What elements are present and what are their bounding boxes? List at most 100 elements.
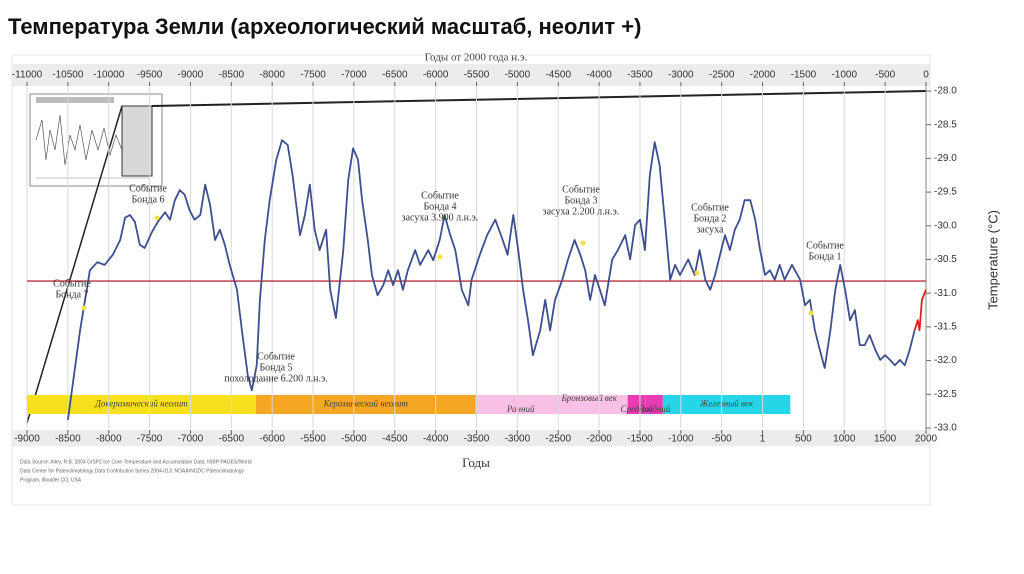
annotation: Событие: [129, 183, 167, 194]
annotation: Бонда 2: [693, 213, 726, 224]
y-tick-label: -29.5: [934, 187, 957, 198]
top-axis-band: [12, 64, 930, 86]
annotation: Событие: [421, 190, 459, 201]
period-bar: [662, 395, 791, 414]
period-bar: [645, 395, 663, 414]
period-bar: [27, 395, 256, 414]
x2-tick-label: 0: [923, 70, 929, 81]
temperature-line: [67, 139, 916, 421]
x2-tick-label: -2500: [709, 70, 735, 81]
x2-tick-label: -500: [875, 70, 895, 81]
inset-line: [35, 114, 123, 166]
y-tick-label: -32.0: [934, 355, 957, 366]
x-tick-label: -6000: [259, 434, 285, 445]
period-label: Докерамический неолит: [94, 399, 188, 409]
y-tick-label: -33.0: [934, 423, 957, 434]
x2-tick-label: -4500: [545, 70, 571, 81]
top-axis-title: Годы от 2000 года н.э.: [425, 52, 528, 64]
x-tick-label: -4000: [423, 434, 449, 445]
period-label: Керамический неолит: [323, 399, 409, 409]
period-label: Ранний: [506, 404, 535, 414]
x-axis-title: Годы: [462, 455, 490, 470]
zoom-connector: [26, 105, 123, 424]
annotation: Событие: [562, 184, 600, 195]
bottom-axis-band: [12, 430, 930, 446]
x2-tick-label: -1000: [831, 70, 857, 81]
x-tick-label: -1500: [627, 434, 653, 445]
x2-tick-label: -8500: [219, 70, 245, 81]
y-tick-label: -28.5: [934, 119, 957, 130]
annotation: похолодание 6.200 л.н.э.: [224, 373, 328, 384]
x-tick-label: 1500: [874, 434, 897, 445]
source-note: Data Source: Alley, R.B. 2004 GISP2 Ice …: [20, 459, 252, 465]
x-tick-label: 500: [795, 434, 812, 445]
x-tick-label: -4500: [382, 434, 408, 445]
period-label: Железный век: [699, 399, 754, 409]
annotation: засуха 2.200 л.н.э.: [543, 206, 620, 217]
x-tick-label: -5000: [341, 434, 367, 445]
y-tick-label: -28.0: [934, 86, 957, 97]
period-label: Поздний: [637, 404, 671, 414]
y-tick-label: -30.5: [934, 254, 957, 265]
x2-tick-label: -7500: [300, 70, 326, 81]
event-dot: [437, 254, 443, 260]
x2-tick-label: -7000: [341, 70, 367, 81]
x-tick-label: -6500: [219, 434, 245, 445]
x-tick-label: -500: [712, 434, 732, 445]
x2-tick-label: -11000: [12, 70, 43, 81]
temperature-line: [913, 289, 927, 332]
y-axis-title: Temperature (°C): [985, 210, 1000, 310]
x2-tick-label: -4000: [586, 70, 612, 81]
x-tick-label: -8500: [55, 434, 81, 445]
annotation: Событие: [53, 278, 91, 289]
x-tick-label: -7000: [178, 434, 204, 445]
event-dot: [154, 215, 160, 221]
x2-tick-label: -9000: [178, 70, 204, 81]
x2-tick-label: -3500: [627, 70, 653, 81]
x2-tick-label: -6000: [423, 70, 449, 81]
x-tick-label: -9000: [14, 434, 40, 445]
y-tick-label: -32.5: [934, 389, 957, 400]
x2-tick-label: -5500: [464, 70, 490, 81]
period-bar: [475, 395, 628, 414]
source-note: Program, Boulder CO, USA: [20, 477, 82, 483]
event-dot: [81, 305, 87, 311]
period-bar: [255, 395, 476, 414]
annotation: Событие: [806, 240, 844, 251]
zoom-connector: [151, 90, 927, 107]
inset-highlight: [121, 105, 153, 177]
x-tick-label: -1000: [668, 434, 694, 445]
x-tick-label: -8000: [96, 434, 122, 445]
x2-tick-label: -9500: [137, 70, 163, 81]
y-tick-label: -31.5: [934, 322, 957, 333]
annotation: засуха 3.900 л.н.э.: [402, 212, 479, 223]
slide-title: Температура Земли (археологический масшт…: [8, 14, 641, 39]
annotation: Бонда 6: [131, 194, 164, 205]
event-dot: [808, 310, 814, 316]
x2-tick-label: -6500: [382, 70, 408, 81]
y-tick-label: -30.0: [934, 220, 957, 231]
period-label: Бронзовый век: [560, 393, 617, 403]
period-bar: [627, 395, 646, 414]
x2-tick-label: -5000: [505, 70, 531, 81]
x2-tick-label: -2000: [750, 70, 776, 81]
annotation: Бонда 4: [423, 201, 456, 212]
x-tick-label: 1000: [833, 434, 856, 445]
annotation: Бонда 1: [808, 251, 841, 262]
x-tick-label: -3500: [464, 434, 490, 445]
inset-thumbnail: [29, 93, 163, 187]
y-tick-label: -31.0: [934, 288, 957, 299]
annotation: Бонда 7: [55, 289, 88, 300]
period-label: Средний: [621, 404, 654, 414]
inset-header: [36, 97, 114, 103]
annotation: Событие: [257, 351, 295, 362]
x2-tick-label: -1500: [791, 70, 817, 81]
annotation: Бонда 3: [564, 195, 597, 206]
event-dot: [580, 240, 586, 246]
event-dot: [694, 270, 700, 276]
x2-tick-label: -10500: [52, 70, 84, 81]
x2-tick-label: -10000: [93, 70, 125, 81]
source-note: Data Center for Paleoclimatology Data Co…: [20, 468, 244, 474]
